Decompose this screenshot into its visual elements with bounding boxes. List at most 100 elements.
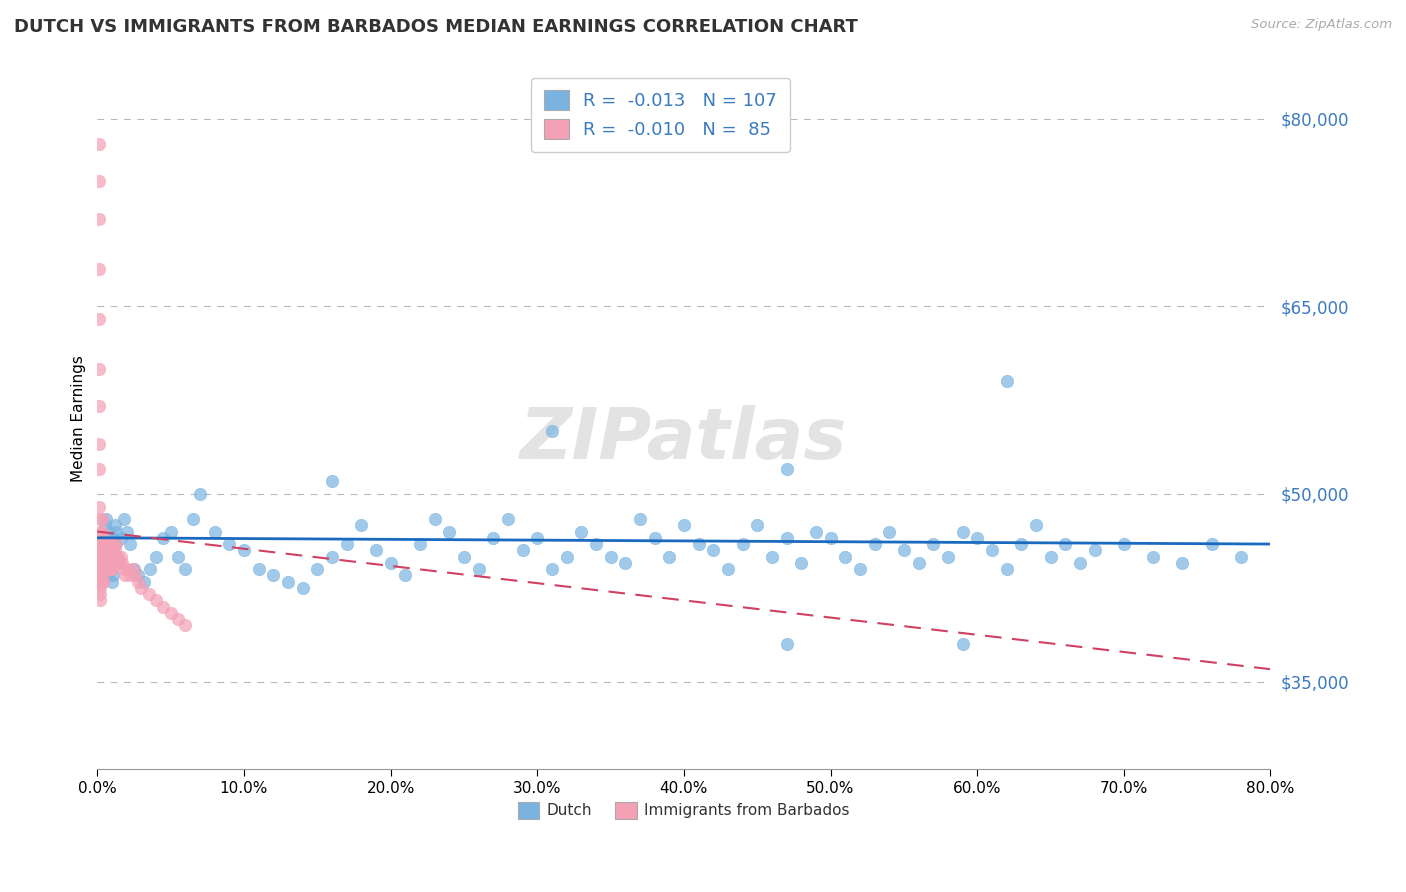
Point [98,556,121,570]
Point [747,518,769,533]
Point [89,574,111,589]
Point [91,562,114,576]
Point [936,549,959,564]
Point [526,531,548,545]
Point [585,537,607,551]
Point [94,543,117,558]
Point [103,531,125,545]
Point [1142,549,1164,564]
Point [111,556,134,570]
Point [87,174,110,188]
Point [93,518,115,533]
Point [717,562,740,576]
Point [94,562,117,576]
Point [849,562,872,576]
Point [350,518,373,533]
Point [93,543,115,558]
Point [112,562,135,576]
Point [233,543,256,558]
Point [90,543,112,558]
Point [131,581,153,595]
Point [93,537,115,551]
Point [110,531,132,545]
Point [159,524,181,539]
Point [87,311,110,326]
Point [93,549,115,564]
Point [97,537,120,551]
Point [307,562,329,576]
Point [247,562,270,576]
Point [103,568,125,582]
Point [104,543,127,558]
Point [1010,537,1032,551]
Point [91,574,114,589]
Point [628,512,651,526]
Point [89,549,111,564]
Point [877,524,900,539]
Point [105,549,128,564]
Point [181,512,204,526]
Point [97,537,120,551]
Point [1171,556,1194,570]
Point [614,556,637,570]
Text: Source: ZipAtlas.com: Source: ZipAtlas.com [1251,18,1392,31]
Point [145,593,167,607]
Point [775,637,797,651]
Point [98,537,121,551]
Point [89,543,111,558]
Point [1054,537,1077,551]
Point [599,549,621,564]
Point [91,543,114,558]
Point [94,537,117,551]
Point [512,543,534,558]
Point [321,475,343,489]
Point [118,568,141,582]
Point [658,549,681,564]
Point [101,562,124,576]
Point [103,549,125,564]
Point [541,425,564,439]
Point [110,549,132,564]
Point [98,524,121,539]
Point [453,549,475,564]
Point [893,543,915,558]
Point [93,556,115,570]
Point [496,512,519,526]
Point [995,562,1018,576]
Point [107,556,129,570]
Point [105,524,128,539]
Point [105,556,128,570]
Point [775,531,797,545]
Text: DUTCH VS IMMIGRANTS FROM BARBADOS MEDIAN EARNINGS CORRELATION CHART: DUTCH VS IMMIGRANTS FROM BARBADOS MEDIAN… [14,18,858,36]
Point [115,562,138,576]
Point [907,556,929,570]
Point [790,556,813,570]
Point [118,537,141,551]
Point [1069,556,1091,570]
Legend: Dutch, Immigrants from Barbados: Dutch, Immigrants from Barbados [512,796,856,825]
Point [93,562,115,576]
Point [94,543,117,558]
Point [90,556,112,570]
Point [121,562,143,576]
Point [820,531,842,545]
Point [87,211,110,226]
Point [89,524,111,539]
Point [101,562,124,576]
Point [863,537,886,551]
Point [1201,537,1223,551]
Point [90,537,112,551]
Point [87,136,110,151]
Point [90,531,112,545]
Point [97,549,120,564]
Point [97,543,120,558]
Point [104,518,127,533]
Point [952,524,974,539]
Point [89,556,111,570]
Point [89,562,111,576]
Point [541,562,564,576]
Point [105,537,128,551]
Point [108,556,131,570]
Point [87,500,110,514]
Point [995,375,1018,389]
